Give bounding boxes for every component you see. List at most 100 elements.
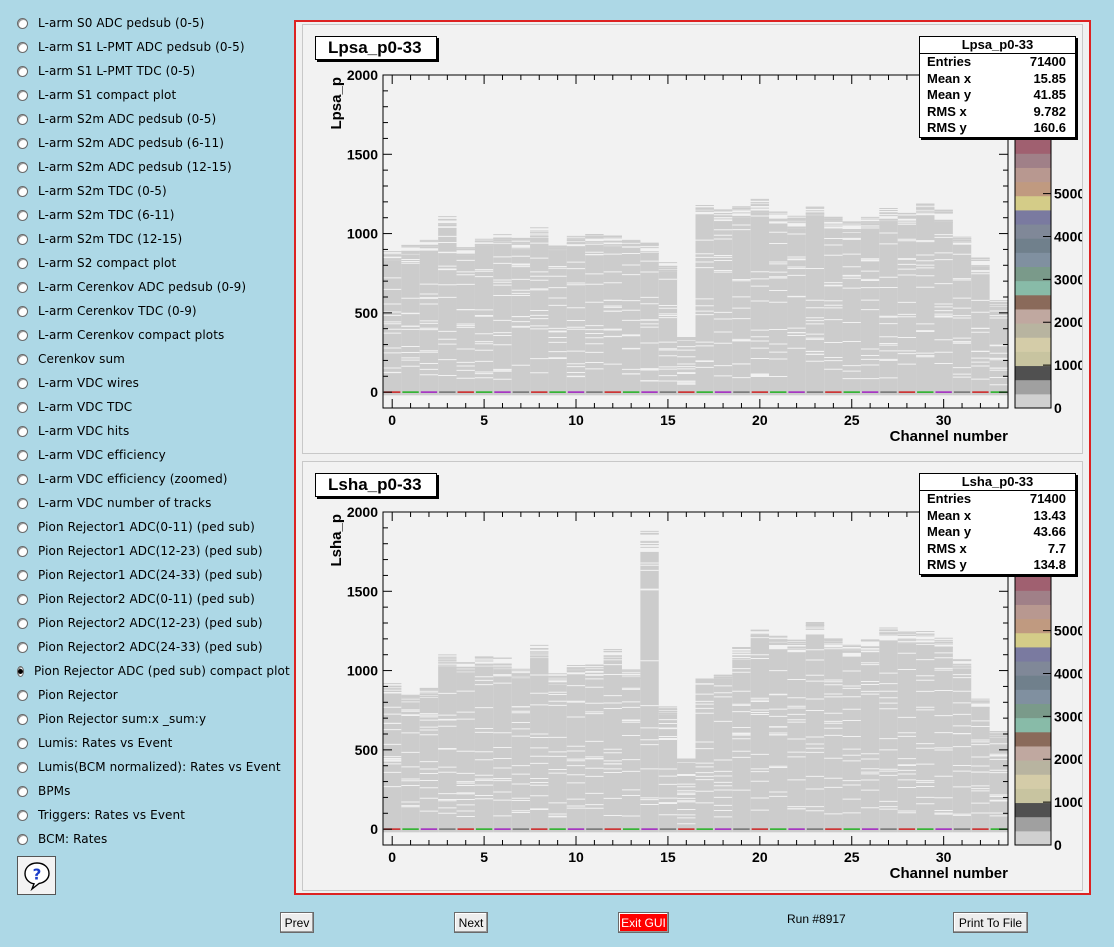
radio-unchecked-icon[interactable] — [17, 329, 28, 341]
radio-unchecked-icon[interactable] — [17, 521, 28, 533]
radio-unchecked-icon[interactable] — [17, 545, 28, 557]
plot-option-radio[interactable]: Pion Rejector sum:x _sum:y — [14, 707, 289, 731]
palette-swatch — [1015, 689, 1051, 704]
stats-rms-y: 134.8 — [1033, 557, 1066, 572]
radio-unchecked-icon[interactable] — [17, 377, 28, 389]
plot-option-radio[interactable]: Pion Rejector2 ADC(0-11) (ped sub) — [14, 587, 289, 611]
radio-label: Pion Rejector sum:x _sum:y — [38, 712, 207, 726]
radio-unchecked-icon[interactable] — [17, 713, 28, 725]
plot-option-radio[interactable]: L-arm Cerenkov compact plots — [14, 323, 289, 347]
heatmap-bin-column — [750, 212, 770, 396]
plot-option-radio[interactable]: Pion Rejector1 ADC(12-23) (ped sub) — [14, 539, 289, 563]
plot-option-radio[interactable]: L-arm VDC wires — [14, 371, 289, 395]
radio-checked-icon[interactable] — [17, 665, 24, 677]
heatmap-bin-column — [934, 647, 953, 833]
radio-unchecked-icon[interactable] — [17, 353, 28, 365]
plot-option-radio[interactable]: L-arm S0 ADC pedsub (0-5) — [14, 11, 289, 35]
plot-option-radio[interactable]: L-arm S2m ADC pedsub (12-15) — [14, 155, 289, 179]
radio-label: L-arm S2m TDC (6-11) — [38, 208, 175, 222]
plot-option-radio[interactable]: L-arm VDC efficiency — [14, 443, 289, 467]
radio-unchecked-icon[interactable] — [17, 833, 28, 845]
radio-unchecked-icon[interactable] — [17, 593, 28, 605]
plot-option-radio[interactable]: L-arm S2m ADC pedsub (6-11) — [14, 131, 289, 155]
radio-unchecked-icon[interactable] — [17, 17, 28, 29]
help-button[interactable]: ? — [17, 856, 56, 895]
heatmap-bin-column — [530, 658, 549, 833]
stats-title: Lpsa_p0-33 — [920, 37, 1075, 54]
stats-mean-y: 41.85 — [1033, 87, 1066, 102]
exit-gui-button[interactable]: Exit GUI — [618, 912, 669, 933]
radio-unchecked-icon[interactable] — [17, 257, 28, 269]
plot-option-radio[interactable]: Pion Rejector2 ADC(12-23) (ped sub) — [14, 611, 289, 635]
plot-option-radio[interactable]: L-arm VDC number of tracks — [14, 491, 289, 515]
plot-option-radio[interactable]: BCM: Rates — [14, 827, 289, 851]
color-palette: 01000200030004000500000 — [1014, 547, 1082, 853]
plot-option-radio[interactable]: Triggers: Rates vs Event — [14, 803, 289, 827]
radio-label: L-arm VDC wires — [38, 376, 139, 390]
radio-unchecked-icon[interactable] — [17, 809, 28, 821]
plot-option-radio[interactable]: L-arm S1 L-PMT ADC pedsub (0-5) — [14, 35, 289, 59]
radio-unchecked-icon[interactable] — [17, 569, 28, 581]
plot-option-radio[interactable]: Pion Rejector2 ADC(24-33) (ped sub) — [14, 635, 289, 659]
y-axis: 0 500 1000 1500 2000 — [347, 504, 1008, 837]
radio-unchecked-icon[interactable] — [17, 113, 28, 125]
radio-unchecked-icon[interactable] — [17, 185, 28, 197]
print-to-file-button[interactable]: Print To File — [953, 912, 1028, 933]
radio-unchecked-icon[interactable] — [17, 785, 28, 797]
radio-unchecked-icon[interactable] — [17, 449, 28, 461]
radio-unchecked-icon[interactable] — [17, 137, 28, 149]
radio-unchecked-icon[interactable] — [17, 209, 28, 221]
heatmap-bin-column — [511, 249, 531, 396]
radio-unchecked-icon[interactable] — [17, 41, 28, 53]
plot-option-radio[interactable]: L-arm S1 L-PMT TDC (0-5) — [14, 59, 289, 83]
radio-unchecked-icon[interactable] — [17, 161, 28, 173]
plot-option-radio[interactable]: L-arm S2m ADC pedsub (0-5) — [14, 107, 289, 131]
heatmap-bin-column — [934, 222, 953, 396]
plot-option-radio[interactable]: Lumis(BCM normalized): Rates vs Event — [14, 755, 289, 779]
y-tick-label: 1000 — [347, 226, 378, 242]
radio-unchecked-icon[interactable] — [17, 761, 28, 773]
plot-option-radio[interactable]: L-arm S1 compact plot — [14, 83, 289, 107]
plot-option-radio[interactable]: L-arm Cerenkov ADC pedsub (0-9) — [14, 275, 289, 299]
plot-option-radio[interactable]: L-arm VDC TDC — [14, 395, 289, 419]
plot-option-radio[interactable]: Pion Rejector — [14, 683, 289, 707]
plot-option-radio[interactable]: Lumis: Rates vs Event — [14, 731, 289, 755]
radio-unchecked-icon[interactable] — [17, 497, 28, 509]
plot-option-radio[interactable]: L-arm VDC efficiency (zoomed) — [14, 467, 289, 491]
next-button[interactable]: Next — [454, 912, 488, 933]
plot-option-radio[interactable]: Pion Rejector ADC (ped sub) compact plot — [14, 659, 290, 683]
prev-button[interactable]: Prev — [280, 912, 314, 933]
radio-unchecked-icon[interactable] — [17, 425, 28, 437]
y-tick-label: 2000 — [347, 67, 378, 83]
radio-unchecked-icon[interactable] — [17, 737, 28, 749]
radio-unchecked-icon[interactable] — [17, 473, 28, 485]
radio-label: L-arm S1 L-PMT ADC pedsub (0-5) — [38, 40, 245, 54]
radio-unchecked-icon[interactable] — [17, 89, 28, 101]
plot-option-radio[interactable]: L-arm S2m TDC (6-11) — [14, 203, 289, 227]
heatmap-bin-column — [438, 666, 457, 833]
x-axis-title: Channel number — [890, 428, 1009, 445]
plot-option-radio[interactable]: Pion Rejector1 ADC(24-33) (ped sub) — [14, 563, 289, 587]
radio-unchecked-icon[interactable] — [17, 641, 28, 653]
plot-option-radio[interactable]: L-arm S2m TDC (0-5) — [14, 179, 289, 203]
radio-unchecked-icon[interactable] — [17, 233, 28, 245]
plot-option-radio[interactable]: Cerenkov sum — [14, 347, 289, 371]
heatmap-bin-column — [971, 708, 990, 833]
plot-option-radio[interactable]: Pion Rejector1 ADC(0-11) (ped sub) — [14, 515, 289, 539]
plot-option-radio[interactable]: L-arm VDC hits — [14, 419, 289, 443]
palette-swatch — [1015, 323, 1051, 338]
plot-option-radio[interactable]: L-arm S2 compact plot — [14, 251, 289, 275]
x-tick-label: 25 — [844, 849, 860, 865]
plot-option-radio[interactable]: L-arm S2m TDC (12-15) — [14, 227, 289, 251]
y-tick-label: 1500 — [347, 583, 378, 599]
plot-option-radio[interactable]: BPMs — [14, 779, 289, 803]
radio-unchecked-icon[interactable] — [17, 617, 28, 629]
radio-unchecked-icon[interactable] — [17, 401, 28, 413]
radio-label: L-arm S2 compact plot — [38, 256, 177, 270]
radio-unchecked-icon[interactable] — [17, 689, 28, 701]
plot-option-radio[interactable]: L-arm Cerenkov TDC (0-9) — [14, 299, 289, 323]
radio-unchecked-icon[interactable] — [17, 65, 28, 77]
radio-unchecked-icon[interactable] — [17, 281, 28, 293]
palette-swatch — [1015, 618, 1051, 634]
radio-unchecked-icon[interactable] — [17, 305, 28, 317]
